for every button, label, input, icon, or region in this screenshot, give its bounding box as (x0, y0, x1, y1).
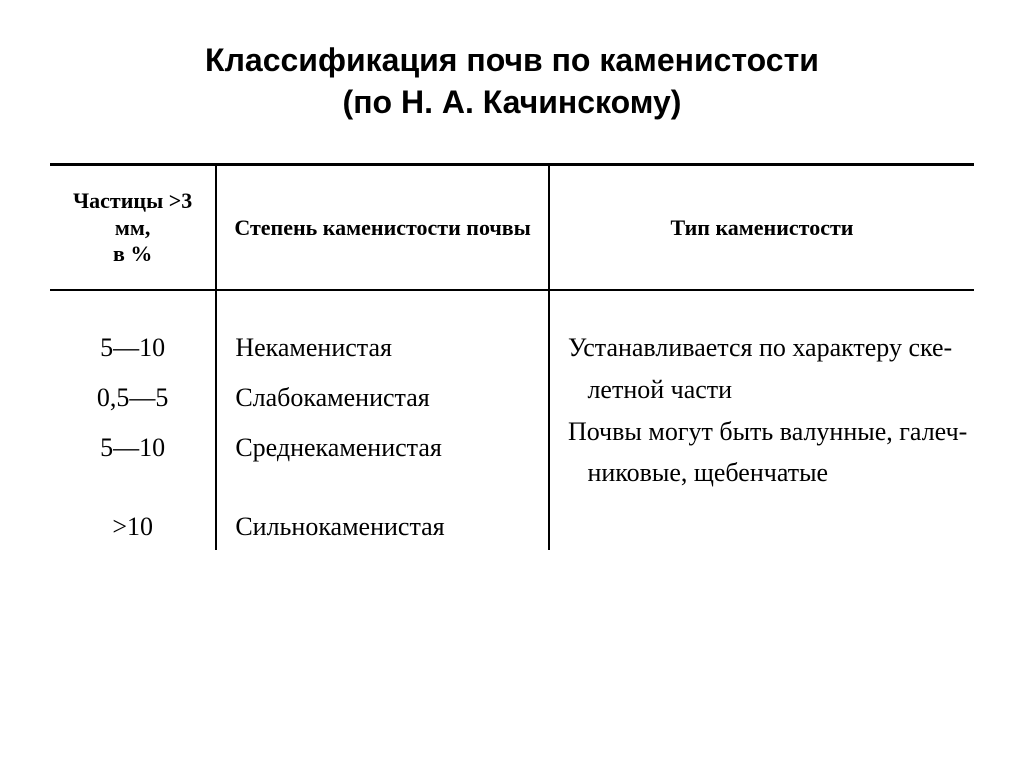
title-line-2: (по Н. А. Качинскому) (343, 84, 682, 120)
classification-table: Частицы >3 мм, в % Степень каменистости … (50, 163, 974, 550)
table-header-row: Частицы >3 мм, в % Степень каменистости … (50, 166, 974, 290)
type-text-line: Устанавливается по характеру ске- (568, 333, 952, 362)
cell-range: >10 (50, 500, 216, 550)
type-text-line: Почвы могут быть валунные, галеч- (568, 417, 967, 446)
table-row: 5—10 Некаменистая Устанавливается по хар… (50, 321, 974, 371)
page-title: Классификация почв по каменистости (по Н… (50, 40, 974, 123)
cell-degree: Некаменистая (216, 321, 549, 371)
type-text-line: летной части (587, 375, 732, 404)
cell-degree: Сильнокаменистая (216, 500, 549, 550)
cell-range: 0,5—5 (50, 371, 216, 421)
title-line-1: Классификация почв по каменистости (205, 42, 819, 78)
type-text-line: никовые, щебенчатые (587, 458, 828, 487)
table-spacer (50, 291, 974, 321)
header-col3: Тип каменистости (549, 166, 974, 290)
cell-range: 5—10 (50, 421, 216, 471)
cell-degree: Слабокаменистая (216, 371, 549, 421)
header-col1-line1: Частицы >3 мм, (73, 188, 192, 239)
header-col1: Частицы >3 мм, в % (50, 166, 216, 290)
header-col2: Степень каменистости почвы (216, 166, 549, 290)
cell-range: 5—10 (50, 321, 216, 371)
cell-degree: Среднекаменистая (216, 421, 549, 471)
cell-type-text: Устанавливается по характеру ске- летной… (549, 321, 974, 549)
header-col1-line2: в % (113, 241, 152, 266)
